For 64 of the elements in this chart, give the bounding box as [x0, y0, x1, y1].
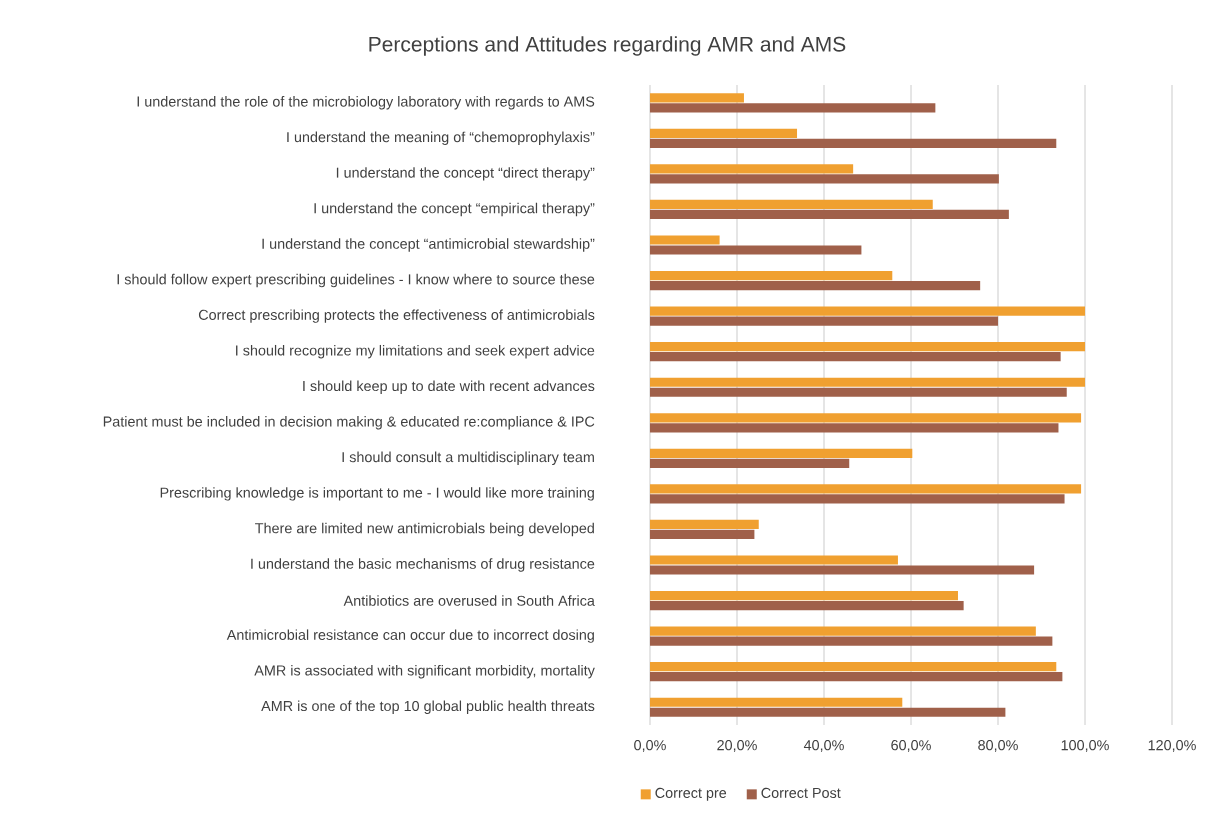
y-tick-label: Correct prescribing protects the effectiveness of antimicrobials — [198, 309, 595, 323]
bar — [650, 138, 1057, 148]
y-tick-label: Prescribing knowledge is important to me - I would like more training — [160, 487, 594, 501]
y-tick-label: I should keep up to date with recent advances — [303, 380, 595, 394]
y-tick-label: AMR is associated with significant morbidity, mortality — [254, 664, 595, 679]
bar — [650, 458, 850, 468]
bar — [650, 103, 936, 113]
bar — [650, 413, 1082, 423]
y-tick-label: Antimicrobial resistance can occur due to incorrect dosing — [226, 629, 594, 643]
bar — [650, 590, 958, 601]
bar — [650, 636, 1053, 646]
y-tick-label: I understand the concept “empirical therapy” — [314, 202, 595, 217]
bar — [650, 93, 744, 103]
legend-label: Correct pre — [655, 787, 727, 801]
bar — [650, 529, 755, 540]
bar — [650, 352, 1061, 362]
bar — [650, 565, 1035, 575]
bar — [650, 600, 964, 611]
legend-label: Correct Post — [761, 787, 841, 798]
x-tick-label: 40,0% — [803, 740, 844, 752]
bar — [650, 387, 1067, 397]
x-tick-label: 20,0% — [717, 740, 757, 752]
bar — [650, 626, 1036, 636]
y-tick-label: Patient must be included in decision making & educated re:compliance & IPC — [103, 416, 595, 430]
x-tick-label: 0,0% — [634, 740, 666, 752]
bar — [650, 342, 1086, 352]
bar — [650, 316, 998, 326]
bar — [650, 128, 798, 138]
y-tick-label: I understand the meaning of “chemoprophylaxis” — [287, 131, 595, 146]
bar — [650, 707, 1006, 717]
bar — [650, 555, 898, 565]
x-tick-label: 120,0% — [1148, 740, 1196, 752]
bar — [650, 519, 759, 530]
bar — [650, 377, 1086, 387]
bar — [650, 494, 1065, 504]
y-tick-label: I understand the basic mechanisms of drug resistance — [251, 558, 595, 572]
y-tick-label: I understand the concept “direct therapy” — [336, 167, 595, 181]
y-tick-label: I should consult a multidisciplinary team — [342, 451, 594, 466]
bar — [650, 306, 1086, 316]
x-tick-label: 80,0% — [978, 740, 1018, 752]
bar — [650, 174, 999, 184]
chart-title: Perceptions and Attitudes regarding AMR and AMS — [369, 36, 846, 56]
bar — [650, 280, 981, 291]
y-tick-label: I understand the concept “antimicrobial stewardship” — [262, 238, 595, 252]
y-tick-label: I understand the role of the microbiology laboratory with regards to AMS — [137, 96, 595, 110]
bar — [650, 448, 913, 458]
bar — [650, 697, 903, 707]
bar — [650, 484, 1082, 494]
bar — [650, 270, 893, 281]
y-tick-label: I should recognize my limitations and seek expert advice — [236, 344, 595, 359]
x-tick-label: 100,0% — [1061, 740, 1109, 752]
y-tick-label: Antibiotics are overused in South Africa — [343, 595, 595, 606]
bar — [650, 199, 933, 210]
bar — [650, 164, 854, 174]
bar — [650, 423, 1059, 433]
bar — [650, 245, 862, 255]
bar — [650, 209, 1009, 220]
y-tick-label: I should follow expert prescribing guidelines - I know where to source these — [117, 273, 595, 288]
bar — [650, 672, 1063, 682]
bar — [650, 662, 1057, 672]
y-tick-label: AMR is one of the top 10 global public health threats — [261, 700, 595, 714]
bar — [650, 235, 720, 245]
y-tick-label: There are limited new antimicrobials being developed — [255, 522, 594, 537]
x-tick-label: 60,0% — [891, 740, 931, 752]
